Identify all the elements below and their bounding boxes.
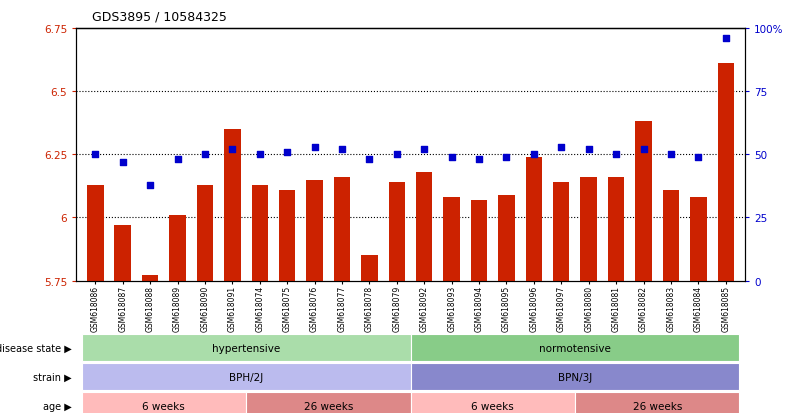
Point [719, 36, 732, 42]
Text: 26 weeks: 26 weeks [304, 401, 353, 411]
Bar [279, 190, 296, 281]
Point [500, 154, 513, 161]
Bar [662, 190, 679, 281]
Bar [525, 157, 542, 281]
Bar [718, 64, 734, 281]
Bar [444, 198, 460, 281]
Bar [306, 180, 323, 281]
Text: normotensive: normotensive [539, 343, 611, 353]
Bar [169, 215, 186, 281]
Point [390, 152, 403, 158]
Bar [581, 178, 597, 281]
Bar [197, 185, 213, 281]
Text: hypertensive: hypertensive [212, 343, 280, 353]
Point [226, 147, 239, 153]
Bar [416, 173, 433, 281]
Point [473, 157, 485, 163]
Bar [224, 130, 240, 281]
Point [527, 152, 540, 158]
Bar [388, 183, 405, 281]
Text: 6 weeks: 6 weeks [471, 401, 514, 411]
Text: 26 weeks: 26 weeks [633, 401, 682, 411]
Point [418, 147, 431, 153]
Bar [608, 178, 624, 281]
Point [199, 152, 211, 158]
Text: disease state ▶: disease state ▶ [0, 343, 72, 353]
Point [281, 149, 294, 156]
Text: BPH/2J: BPH/2J [229, 372, 264, 382]
Text: strain ▶: strain ▶ [34, 372, 72, 382]
Text: GDS3895 / 10584325: GDS3895 / 10584325 [92, 10, 227, 23]
Bar [635, 122, 652, 281]
Bar [498, 195, 515, 281]
Point [89, 152, 102, 158]
Bar [142, 276, 159, 281]
Point [253, 152, 266, 158]
Point [143, 182, 156, 188]
Bar [334, 178, 350, 281]
Point [637, 147, 650, 153]
Point [555, 144, 568, 151]
Point [665, 152, 678, 158]
Point [610, 152, 622, 158]
Text: BPN/3J: BPN/3J [557, 372, 592, 382]
Point [363, 157, 376, 163]
Point [171, 157, 184, 163]
Bar [252, 185, 268, 281]
Text: 6 weeks: 6 weeks [143, 401, 185, 411]
Text: age ▶: age ▶ [43, 401, 72, 411]
Bar [87, 185, 103, 281]
Point [308, 144, 321, 151]
Point [445, 154, 458, 161]
Bar [553, 183, 570, 281]
Point [582, 147, 595, 153]
Bar [115, 225, 131, 281]
Bar [361, 256, 377, 281]
Point [692, 154, 705, 161]
Bar [471, 200, 487, 281]
Bar [690, 198, 706, 281]
Point [116, 159, 129, 166]
Point [336, 147, 348, 153]
